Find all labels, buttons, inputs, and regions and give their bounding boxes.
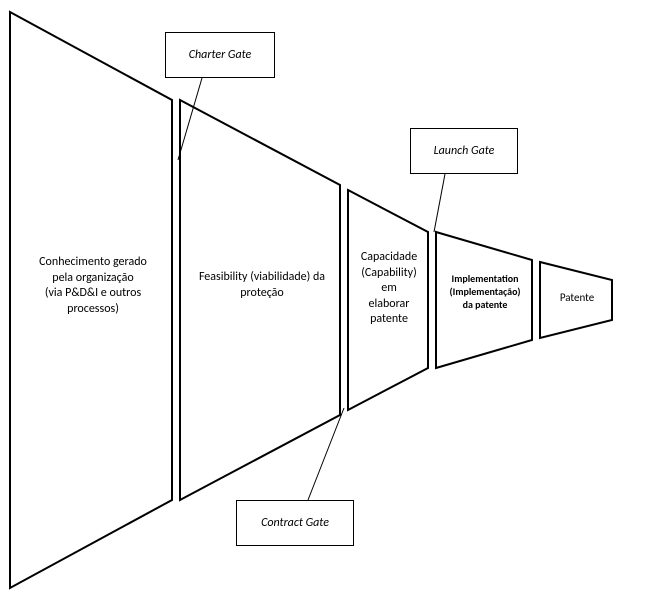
contract-gate-box: Contract Gate [236,500,354,546]
charter-gate-box: Charter Gate [165,32,275,78]
stage2-text: Feasibility (viabilidade) daproteção [188,270,336,301]
stage3-text: Capacidade(Capability)emelaborarpatente [352,250,426,328]
stage4-text: Implementation(Implementação)da patente [438,272,532,311]
stage1-text: Conhecimento geradopela organização(via … [18,255,168,317]
stage5-text: Patente [544,291,610,305]
launch-gate-box: Launch Gate [410,128,518,174]
